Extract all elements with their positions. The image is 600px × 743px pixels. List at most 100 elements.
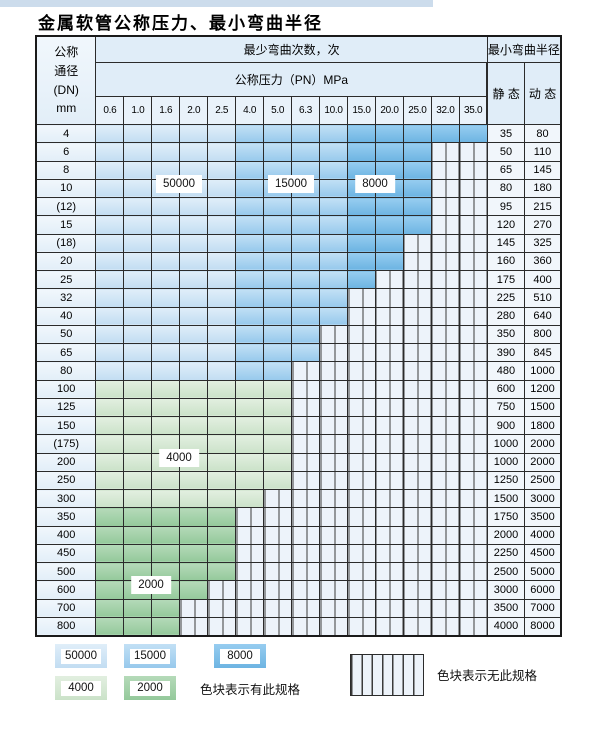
pressure-cell: [319, 196, 348, 217]
no-spec-cell: [319, 488, 348, 509]
pressure-cell: [123, 196, 153, 217]
pressure-cell: [402, 142, 432, 162]
legend-swatch-2000: 2000: [124, 676, 176, 700]
no-spec-cell: [458, 561, 488, 582]
pressure-cell: [95, 379, 125, 399]
pressure-cell: [235, 178, 265, 199]
static-radius-cell: 50: [486, 142, 526, 162]
pressure-cell: [123, 361, 153, 381]
pressure-cell: [123, 379, 153, 399]
pressure-cell: [235, 342, 265, 363]
header-pn-0.6: 0.6: [95, 96, 125, 125]
pressure-cell: [179, 196, 209, 217]
dn-cell: 250: [35, 470, 97, 491]
no-spec-cell: [458, 616, 488, 637]
pressure-cell: [235, 269, 265, 290]
static-radius-cell: 280: [486, 306, 526, 326]
no-spec-cell: [402, 233, 432, 253]
pressure-cell: [319, 288, 348, 308]
dynamic-radius-cell: 1800: [524, 415, 562, 436]
static-radius-cell: 95: [486, 196, 526, 217]
header-dn-line: 通径: [54, 63, 79, 78]
no-spec-cell: [347, 580, 376, 600]
dynamic-radius-cell: 7000: [524, 598, 562, 618]
dynamic-radius-cell: 110: [524, 142, 562, 162]
no-spec-cell: [430, 397, 460, 418]
no-spec-cell: [291, 415, 321, 436]
pressure-cell: [123, 269, 153, 290]
no-spec-cell: [291, 580, 321, 600]
no-spec-cell: [430, 142, 460, 162]
no-spec-cell: [430, 452, 460, 472]
no-spec-cell: [430, 580, 460, 600]
no-spec-cell: [430, 215, 460, 235]
pressure-cell: [263, 324, 293, 345]
pressure-cell: [235, 160, 265, 180]
no-spec-cell: [402, 525, 432, 545]
pressure-cell: [207, 525, 237, 545]
no-spec-cell: [430, 616, 460, 637]
static-radius-cell: 480: [486, 361, 526, 381]
no-spec-cell: [347, 561, 376, 582]
header-pn-32.0: 32.0: [430, 96, 460, 125]
pressure-cell: [95, 361, 125, 381]
pressure-cell: [235, 397, 265, 418]
pressure-cell: [95, 233, 125, 253]
no-spec-cell: [430, 233, 460, 253]
no-spec-cell: [374, 543, 404, 564]
dn-cell: 100: [35, 379, 97, 399]
no-spec-cell: [374, 561, 404, 582]
pressure-cell: [95, 178, 125, 199]
header-dynamic: 动 态: [524, 62, 562, 125]
no-spec-cell: [374, 415, 404, 436]
pressure-cell: [151, 488, 181, 509]
pressure-cell: [95, 415, 125, 436]
dynamic-radius-cell: 180: [524, 178, 562, 199]
pressure-cell: [319, 160, 348, 180]
no-spec-cell: [402, 251, 432, 272]
no-spec-cell: [319, 561, 348, 582]
pressure-cell: [179, 342, 209, 363]
pressure-cell: [263, 434, 293, 454]
pressure-cell: [458, 123, 488, 144]
static-radius-cell: 225: [486, 288, 526, 308]
static-radius-cell: 1500: [486, 488, 526, 509]
no-spec-cell: [291, 361, 321, 381]
no-spec-cell: [430, 598, 460, 618]
no-spec-cell: [402, 288, 432, 308]
static-radius-cell: 35: [486, 123, 526, 144]
pressure-cell: [402, 123, 432, 144]
no-spec-cell: [458, 379, 488, 399]
pressure-cell: [151, 288, 181, 308]
pressure-cell: [291, 233, 321, 253]
header-dn-line: mm: [56, 101, 77, 116]
dn-cell: 40: [35, 306, 97, 326]
pressure-cell: [95, 488, 125, 509]
page-title: 金属软管公称压力、最小弯曲半径: [38, 14, 323, 34]
no-spec-cell: [319, 361, 348, 381]
pressure-cell: [123, 543, 153, 564]
pressure-cell: [291, 142, 321, 162]
pressure-cell: [374, 251, 404, 272]
pressure-cell: [95, 543, 125, 564]
pressure-cell: [151, 525, 181, 545]
no-spec-cell: [458, 598, 488, 618]
no-spec-cell: [374, 379, 404, 399]
no-spec-cell: [458, 196, 488, 217]
pressure-cell: [123, 434, 153, 454]
pressure-cell: [207, 452, 237, 472]
pressure-cell: [95, 598, 125, 618]
pressure-cell: [179, 561, 209, 582]
no-spec-cell: [374, 361, 404, 381]
static-radius-cell: 2500: [486, 561, 526, 582]
no-spec-cell: [347, 415, 376, 436]
legend-swatch-label: 8000: [220, 648, 260, 664]
pressure-cell: [263, 342, 293, 363]
pressure-cell: [151, 251, 181, 272]
no-spec-cell: [319, 324, 348, 345]
pressure-cell: [95, 580, 125, 600]
pressure-cell: [235, 415, 265, 436]
no-spec-cell: [402, 452, 432, 472]
pressure-cell: [95, 215, 125, 235]
no-spec-cell: [402, 306, 432, 326]
